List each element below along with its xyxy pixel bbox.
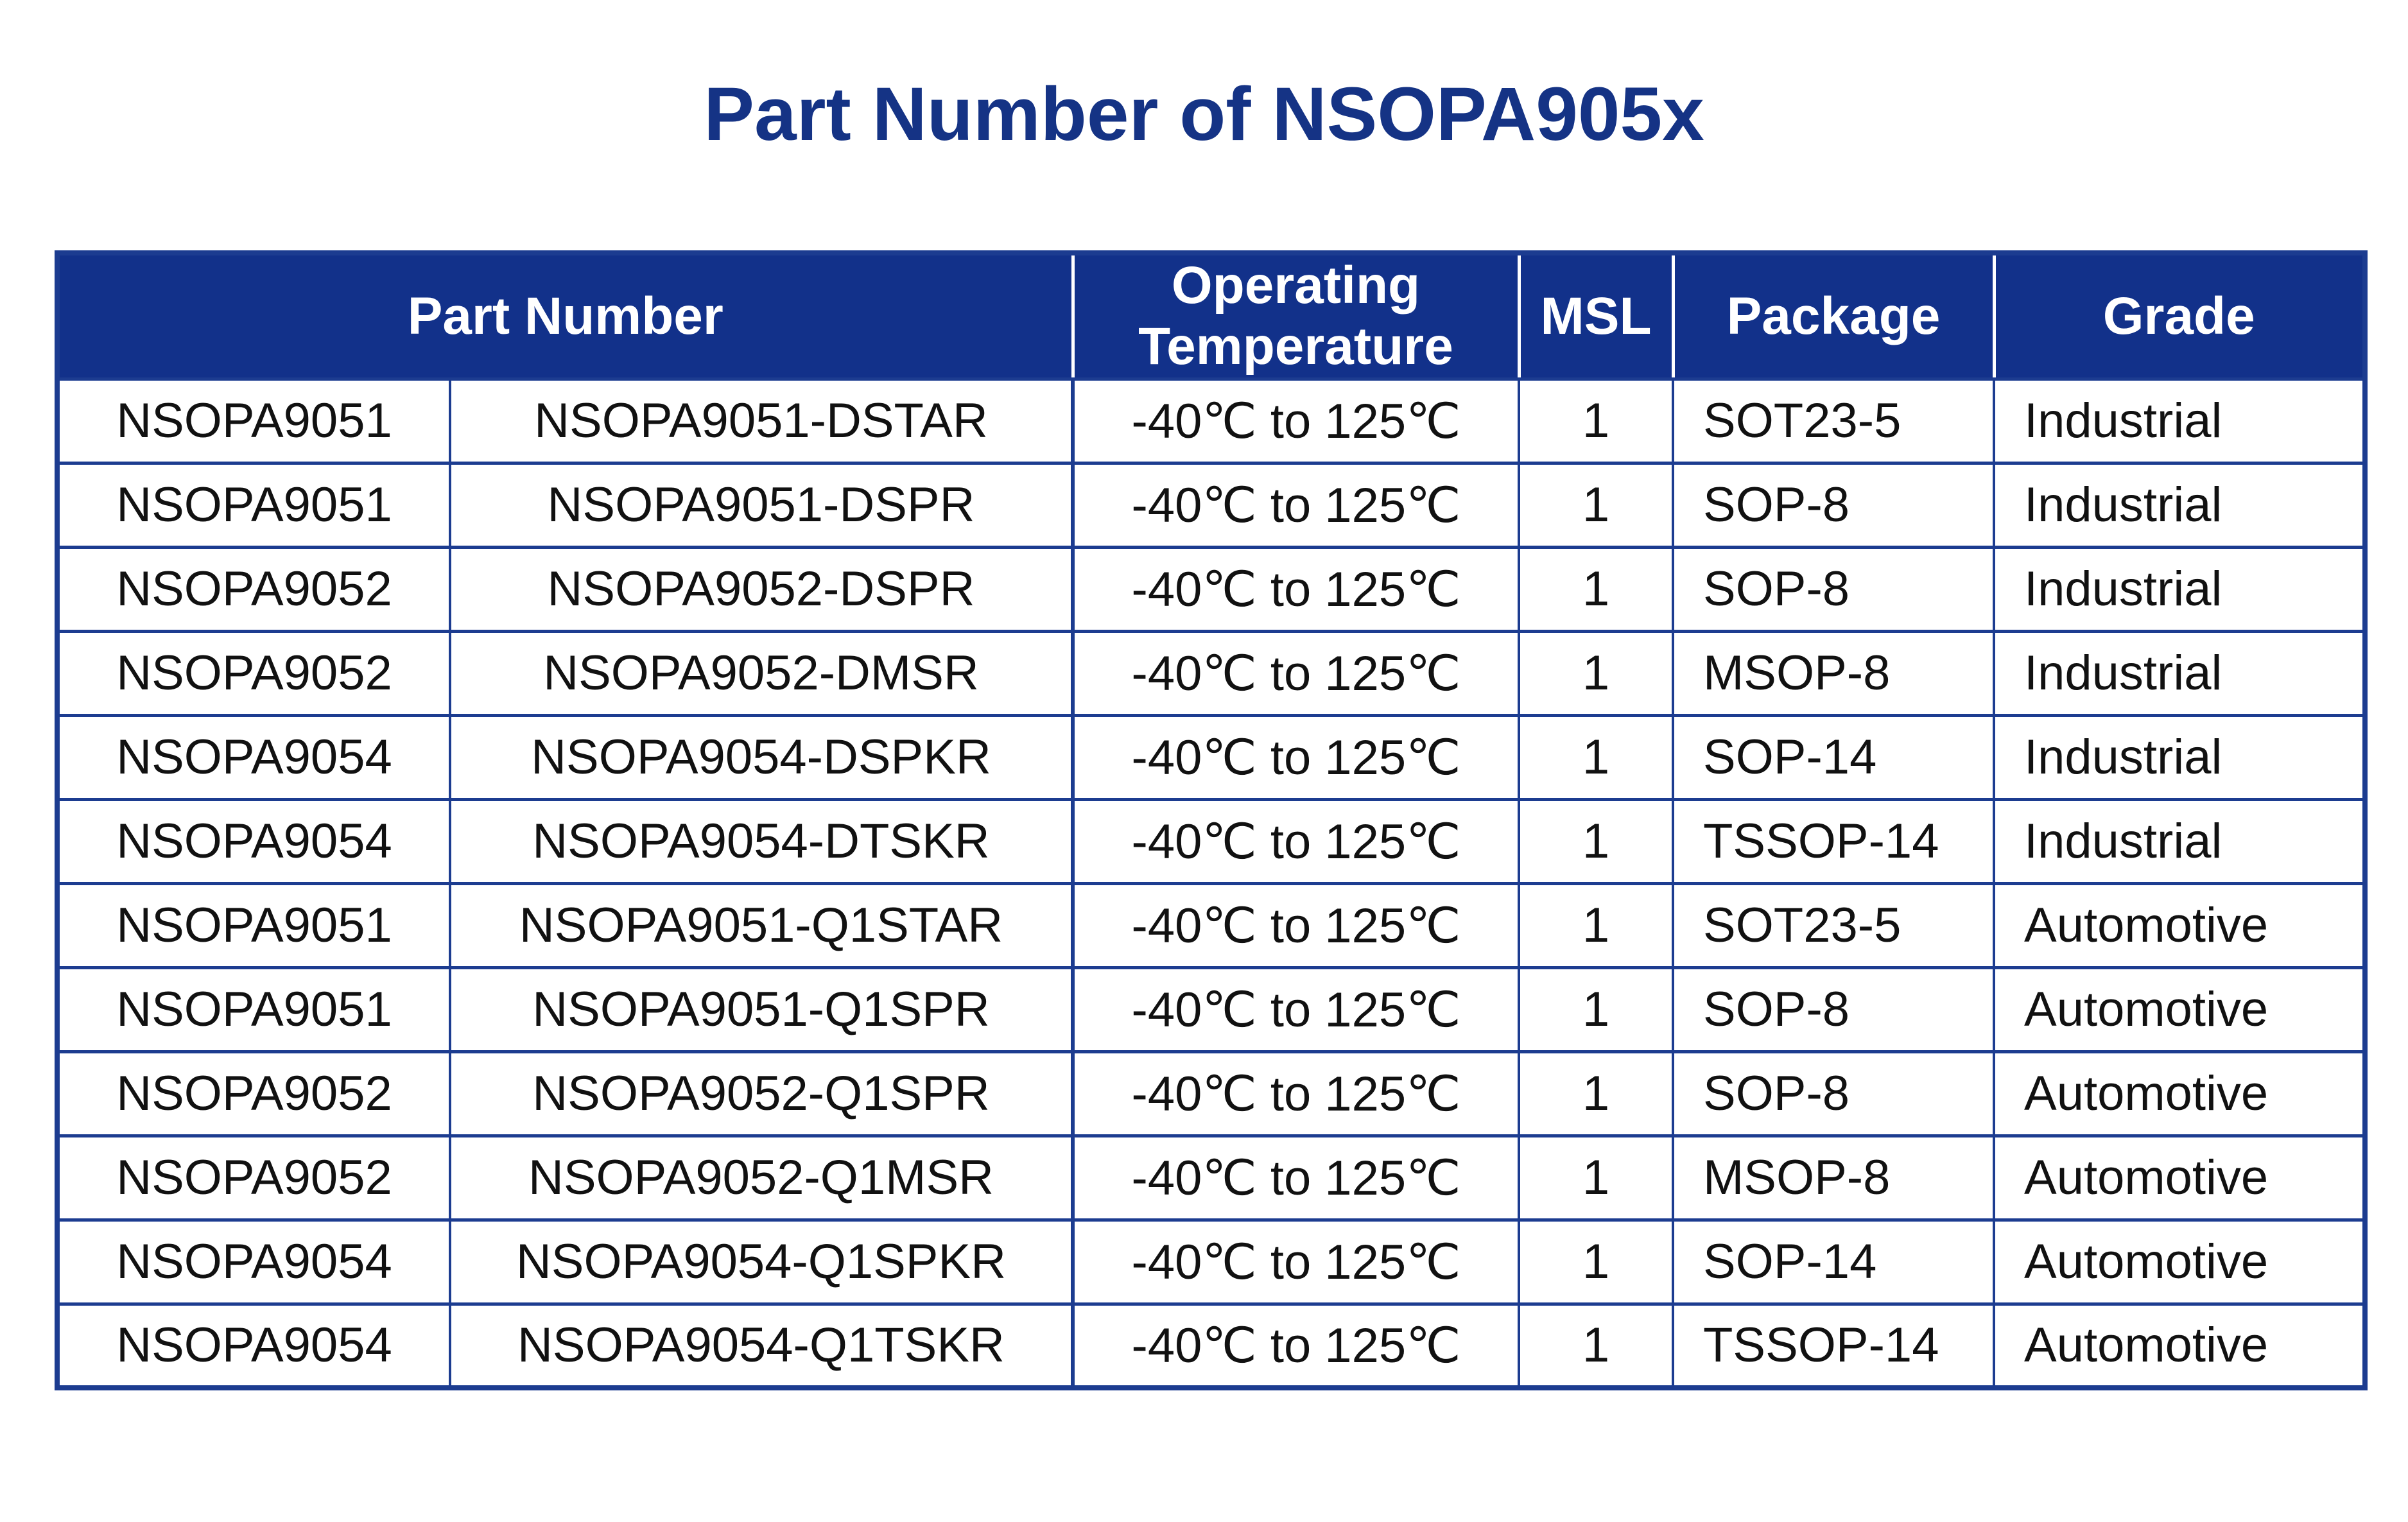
part-number-cell: NSOPA9052-Q1MSR — [449, 1134, 1074, 1222]
msl-cell: 1 — [1518, 545, 1674, 633]
msl-cell: 1 — [1518, 1050, 1674, 1137]
package-cell: SOT23-5 — [1672, 881, 1995, 969]
operating-temperature-cell: -40℃ to 125℃ — [1071, 713, 1520, 801]
table-row: NSOPA9051 NSOPA9051-Q1SPR -40℃ to 125℃ 1 SOP… — [56, 965, 2366, 1053]
operating-temperature-cell: -40℃ to 125℃ — [1071, 545, 1520, 633]
part-number-cell: NSOPA9052-DMSR — [449, 629, 1074, 717]
grade-cell: Industrial — [1993, 545, 2366, 633]
package-cell: MSOP-8 — [1672, 629, 1995, 717]
grade-cell: Automotive — [1993, 1218, 2366, 1306]
header-grade: Grade — [1992, 253, 2365, 381]
part-family-cell: NSOPA9051 — [56, 965, 451, 1053]
table-row: NSOPA9054 NSOPA9054-Q1SPKR -40℃ to 125℃ 1 SO… — [56, 1218, 2366, 1306]
header-msl: MSL — [1517, 253, 1673, 381]
msl-cell: 1 — [1518, 377, 1674, 465]
msl-cell: 1 — [1518, 713, 1674, 801]
part-number-cell: NSOPA9054-DTSKR — [449, 797, 1074, 885]
table-row: NSOPA9051 NSOPA9051-DSTAR -40℃ to 125℃ 1 SOT… — [56, 377, 2366, 465]
package-cell: SOP-8 — [1672, 1050, 1995, 1137]
msl-cell: 1 — [1518, 461, 1674, 549]
operating-temperature-cell: -40℃ to 125℃ — [1071, 1302, 1520, 1390]
operating-temperature-cell: -40℃ to 125℃ — [1071, 629, 1520, 717]
package-cell: SOP-14 — [1672, 1218, 1995, 1306]
grade-cell: Industrial — [1993, 461, 2366, 549]
operating-temperature-cell: -40℃ to 125℃ — [1071, 881, 1520, 969]
operating-temperature-cell: -40℃ to 125℃ — [1071, 1050, 1520, 1137]
grade-cell: Industrial — [1993, 629, 2366, 717]
grade-cell: Automotive — [1993, 1050, 2366, 1137]
table-row: NSOPA9052 NSOPA9052-Q1SPR -40℃ to 125℃ 1 SOP… — [56, 1050, 2366, 1137]
msl-cell: 1 — [1518, 965, 1674, 1053]
package-cell: MSOP-8 — [1672, 1134, 1995, 1222]
package-cell: SOP-8 — [1672, 461, 1995, 549]
part-number-cell: NSOPA9052-Q1SPR — [449, 1050, 1074, 1137]
part-number-cell: NSOPA9054-DSPKR — [449, 713, 1074, 801]
grade-cell: Automotive — [1993, 881, 2366, 969]
part-number-cell: NSOPA9051-Q1SPR — [449, 965, 1074, 1053]
table-row: NSOPA9054 NSOPA9054-DSPKR -40℃ to 125℃ 1 SOP… — [56, 713, 2366, 801]
operating-temperature-cell: -40℃ to 125℃ — [1071, 1134, 1520, 1222]
package-cell: SOT23-5 — [1672, 377, 1995, 465]
table-row: NSOPA9052 NSOPA9052-DSPR -40℃ to 125℃ 1 SOP-… — [56, 545, 2366, 633]
grade-cell: Industrial — [1993, 713, 2366, 801]
part-family-cell: NSOPA9052 — [56, 1134, 451, 1222]
operating-temperature-cell: -40℃ to 125℃ — [1071, 461, 1520, 549]
operating-temperature-cell: -40℃ to 125℃ — [1071, 797, 1520, 885]
part-family-cell: NSOPA9054 — [56, 1218, 451, 1306]
part-family-cell: NSOPA9052 — [56, 545, 451, 633]
header-part-number: Part Number — [57, 253, 1073, 381]
grade-cell: Industrial — [1993, 377, 2366, 465]
part-number-cell: NSOPA9051-Q1STAR — [449, 881, 1074, 969]
package-cell: SOP-8 — [1672, 545, 1995, 633]
package-cell: TSSOP-14 — [1672, 1302, 1995, 1390]
header-row: Part Number Operating Temperature MSL Pa… — [57, 253, 2365, 381]
part-family-cell: NSOPA9054 — [56, 713, 451, 801]
msl-cell: 1 — [1518, 797, 1674, 885]
header-package: Package — [1671, 253, 1994, 381]
table-body: NSOPA9051 NSOPA9051-DSTAR -40℃ to 125℃ 1 SOT… — [56, 377, 2366, 1390]
msl-cell: 1 — [1518, 1134, 1674, 1222]
msl-cell: 1 — [1518, 1218, 1674, 1306]
header-operating-temperature: Operating Temperature — [1071, 253, 1519, 381]
table-row: NSOPA9054 NSOPA9054-Q1TSKR -40℃ to 125℃ 1 TS… — [56, 1302, 2366, 1390]
operating-temperature-cell: -40℃ to 125℃ — [1071, 1218, 1520, 1306]
part-number-table: Part Number Operating Temperature MSL Pa… — [55, 250, 2368, 1390]
part-family-cell: NSOPA9051 — [56, 881, 451, 969]
part-family-cell: NSOPA9052 — [56, 629, 451, 717]
part-family-cell: NSOPA9051 — [56, 461, 451, 549]
table-row: NSOPA9052 NSOPA9052-Q1MSR -40℃ to 125℃ 1 MSO… — [56, 1134, 2366, 1222]
operating-temperature-cell: -40℃ to 125℃ — [1071, 965, 1520, 1053]
part-number-cell: NSOPA9054-Q1TSKR — [449, 1302, 1074, 1390]
grade-cell: Automotive — [1993, 1134, 2366, 1222]
msl-cell: 1 — [1518, 881, 1674, 969]
package-cell: TSSOP-14 — [1672, 797, 1995, 885]
table-row: NSOPA9054 NSOPA9054-DTSKR -40℃ to 125℃ 1 TSS… — [56, 797, 2366, 885]
part-family-cell: NSOPA9051 — [56, 377, 451, 465]
table-header: Part Number Operating Temperature MSL Pa… — [57, 253, 2365, 381]
msl-cell: 1 — [1518, 1302, 1674, 1390]
part-number-cell: NSOPA9052-DSPR — [449, 545, 1074, 633]
package-cell: SOP-8 — [1672, 965, 1995, 1053]
package-cell: SOP-14 — [1672, 713, 1995, 801]
table-row: NSOPA9051 NSOPA9051-Q1STAR -40℃ to 125℃ 1 SO… — [56, 881, 2366, 969]
part-number-cell: NSOPA9051-DSTAR — [449, 377, 1074, 465]
part-family-cell: NSOPA9054 — [56, 1302, 451, 1390]
grade-cell: Automotive — [1993, 965, 2366, 1053]
grade-cell: Automotive — [1993, 1302, 2366, 1390]
page-title: Part Number of NSOPA905x — [704, 72, 1704, 157]
part-number-cell: NSOPA9051-DSPR — [449, 461, 1074, 549]
table-row: NSOPA9052 NSOPA9052-DMSR -40℃ to 125℃ 1 MSOP… — [56, 629, 2366, 717]
grade-cell: Industrial — [1993, 797, 2366, 885]
operating-temperature-cell: -40℃ to 125℃ — [1071, 377, 1520, 465]
table-row: NSOPA9051 NSOPA9051-DSPR -40℃ to 125℃ 1 SOP-… — [56, 461, 2366, 549]
part-family-cell: NSOPA9054 — [56, 797, 451, 885]
part-number-cell: NSOPA9054-Q1SPKR — [449, 1218, 1074, 1306]
part-family-cell: NSOPA9052 — [56, 1050, 451, 1137]
msl-cell: 1 — [1518, 629, 1674, 717]
